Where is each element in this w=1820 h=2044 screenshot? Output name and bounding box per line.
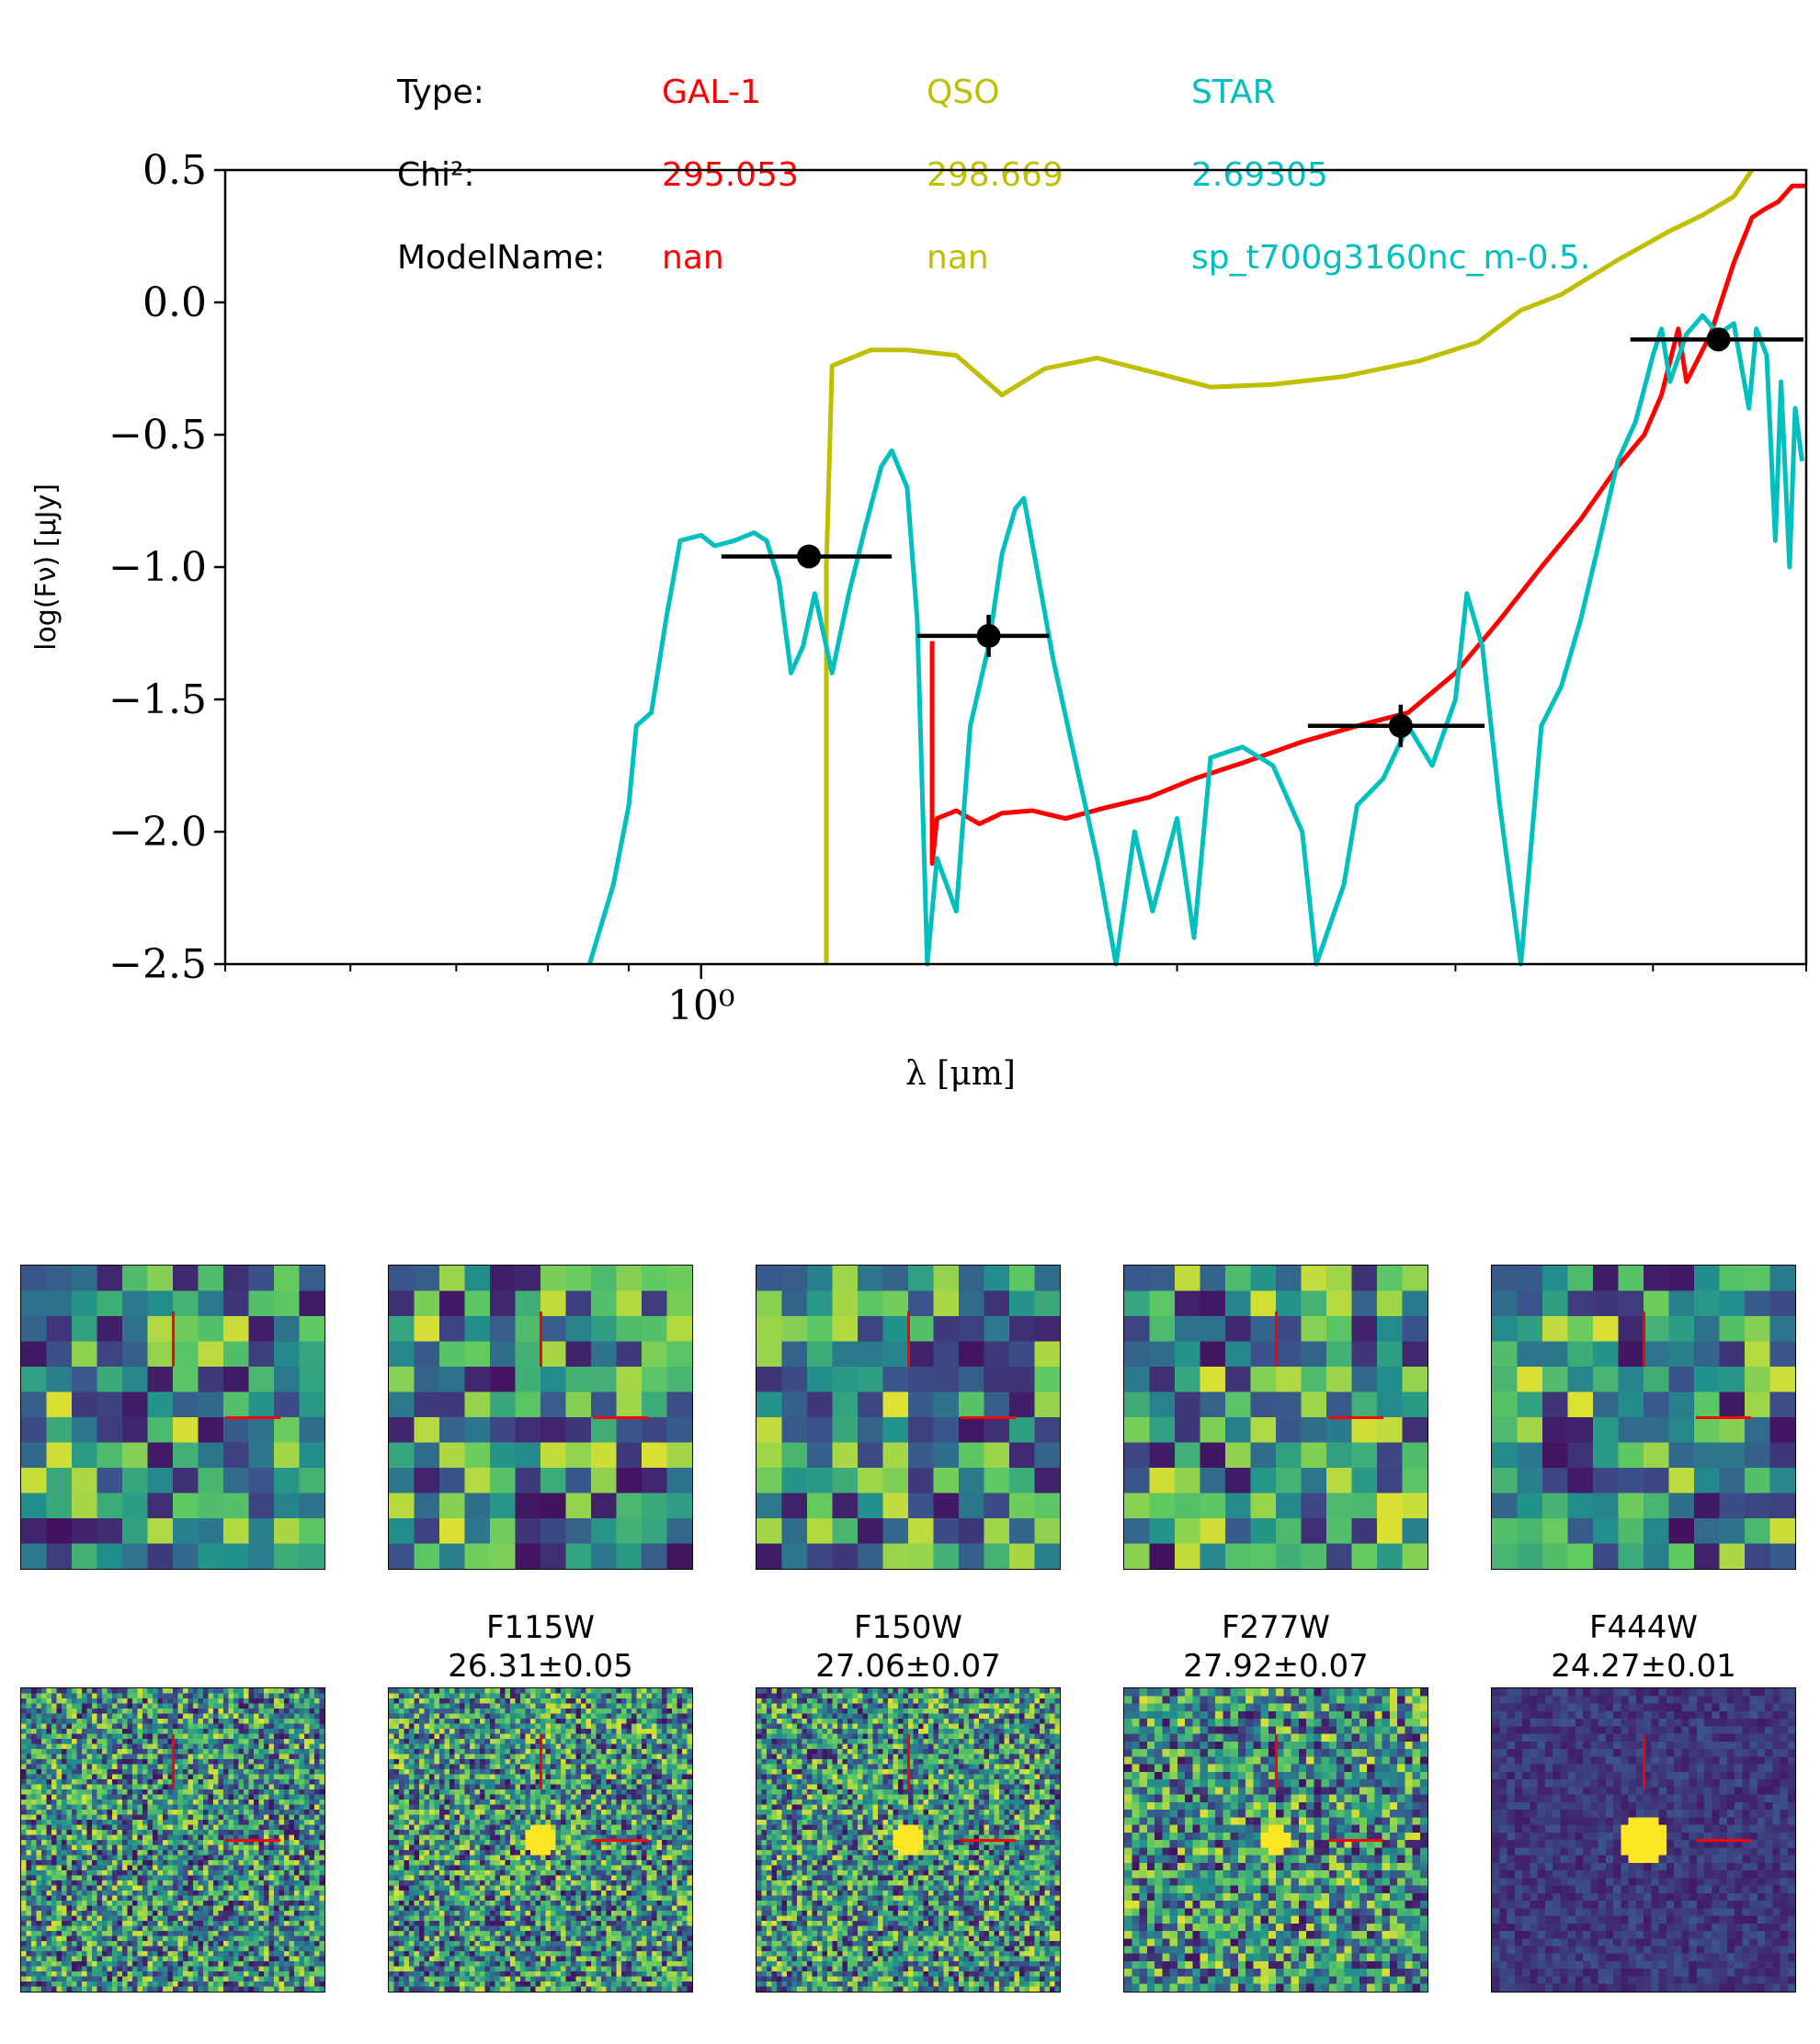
series-line-star [587,312,1804,967]
cutout-label-line: F150W [853,1609,963,1646]
crosshair-horizontal-marker [593,1839,648,1842]
cutout-image-top-4 [1491,1265,1796,1570]
legend-modelname-label: ModelName: [397,239,606,277]
crosshair-horizontal-marker [1328,1416,1383,1419]
crosshair-horizontal-marker [1696,1416,1751,1419]
cutout-image-bottom-4 [1491,1687,1796,1993]
cutout-band-label: F150W 27.06±0.07 [756,1608,1061,1686]
cutout-label-line: 27.92±0.07 [1183,1648,1369,1685]
legend-gal-modelname: nan [662,239,724,277]
legend-gal-chi2: 295.053 [662,156,799,194]
photometry-point-0 [797,544,822,569]
crosshair-vertical-marker [1643,1734,1645,1789]
cutout-label-line: 24.27±0.01 [1551,1648,1736,1685]
crosshair-vertical-marker [1643,1312,1645,1367]
photometry-point-2 [1388,713,1413,738]
cutout-band-label: F115W 26.31±0.05 [388,1608,693,1686]
crosshair-horizontal-marker [225,1416,280,1419]
cutout-image-top-1 [388,1265,693,1570]
legend-qso-chi2: 298.669 [927,156,1064,194]
crosshair-horizontal-marker [225,1839,280,1842]
y-tick-label: −1.0 [108,544,207,591]
photometry-point-1 [976,623,1001,648]
crosshair-vertical-marker [172,1734,175,1789]
y-tick-label: 0.5 [142,147,207,194]
crosshair-horizontal-marker [961,1839,1016,1842]
series-line-gal-1 [929,183,1806,867]
crosshair-horizontal-marker [1328,1839,1383,1842]
y-axis-label: log(Fν) [μJy] [30,483,63,651]
crosshair-vertical-marker [540,1734,542,1789]
sed-plot: 0.5 0.0 −0.5 −1.0 −1.5 −2.0 −2.5 10⁰ λ [μm] log… [30,147,1808,1093]
legend-star-modelname: sp_t700g3160nc_m-0.5. [1191,239,1591,277]
cutout-image-bottom-1 [388,1687,693,1993]
crosshair-vertical-marker [1275,1312,1278,1367]
legend-star-chi2: 2.69305 [1191,156,1328,194]
cutout-label-line: F277W [1221,1609,1331,1646]
legend-gal-type: GAL-1 [662,74,761,111]
crosshair-horizontal-marker [1696,1839,1751,1842]
legend-qso-modelname: nan [927,239,989,277]
cutout-image-bottom-3 [1123,1687,1428,1993]
cutout-band-label: F277W 27.92±0.07 [1123,1608,1428,1686]
crosshair-horizontal-marker [593,1416,648,1419]
cutout-image-bottom-2 [756,1687,1061,1993]
legend-gal-column: GAL-1 295.053 nan [662,24,799,327]
crosshair-vertical-marker [172,1312,175,1367]
legend-qso-type: QSO [927,74,1000,111]
y-tick-label: 0.0 [142,279,207,326]
cutout-label-line: 27.06±0.07 [815,1648,1001,1685]
axis-layer: 0.5 0.0 −0.5 −1.0 −1.5 −2.0 −2.5 10⁰ [108,147,1807,1029]
cutout-image-top-3 [1123,1265,1428,1570]
photometry-point-3 [1706,327,1731,352]
cutout-label-line: F115W [485,1609,596,1646]
legend-qso-column: QSO 298.669 nan [927,24,1064,327]
legend-row-labels: Type: Chi²: ModelName: [397,24,605,327]
y-tick-label: −2.0 [108,809,207,856]
x-tick-label: 10⁰ [667,982,735,1029]
crosshair-horizontal-marker [961,1416,1016,1419]
crosshair-vertical-marker [907,1312,910,1367]
photometry-layer [721,327,1804,747]
legend-type-label: Type: [397,74,484,111]
crosshair-vertical-marker [1275,1734,1278,1789]
y-tick-label: −2.5 [108,941,207,988]
x-axis-label: λ [μm] [905,1055,1016,1093]
cutout-label-line: F444W [1588,1609,1699,1646]
series-line-qso [824,168,1755,964]
y-tick-label: −1.5 [108,676,207,723]
cutout-image-bottom-0 [20,1687,325,1993]
series-layer [587,168,1806,967]
legend-star-type: STAR [1191,74,1276,111]
cutout-image-top-2 [756,1265,1061,1570]
legend-chi2-label: Chi²: [397,156,475,194]
cutout-band-label: F444W 24.27±0.01 [1491,1608,1796,1686]
cutout-image-top-0 [20,1265,325,1570]
legend-star-column: STAR 2.69305 sp_t700g3160nc_m-0.5. [1191,24,1590,327]
crosshair-vertical-marker [540,1312,542,1367]
crosshair-vertical-marker [907,1734,910,1789]
cutout-label-line: 26.31±0.05 [448,1648,633,1685]
y-tick-label: −0.5 [108,412,207,459]
